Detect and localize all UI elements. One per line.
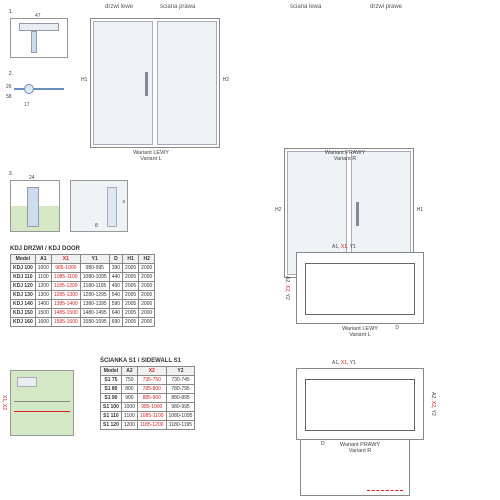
d4-arrow1: [14, 401, 70, 402]
detail3b: 8 s: [70, 180, 128, 232]
planL-wrap: A1, X1, Y1 D A2, X2, Y2 Wariant LEWY Var…: [296, 252, 424, 338]
planL-t2: Variant L: [296, 332, 424, 338]
detail3-num: 3.: [6, 170, 16, 180]
table-row: KDJ 12012001185-12001180-119549020052000: [11, 282, 155, 291]
s1-table-wrap: ŚCIANKA S1 / SIDEWALL S1 ModelA2X2Y2S1 7…: [100, 358, 195, 430]
detail2: 17 26 58: [10, 80, 68, 120]
table-row: KDJ 11011001085-11001080-109544020052000: [11, 273, 155, 282]
detail3-profile: [27, 187, 39, 227]
col-A2: A2: [121, 367, 137, 376]
kdj-table-wrap: KDJ DRZWI / KDJ DOOR ModelA1X1Y1DH1H2KDJ…: [10, 246, 155, 327]
table-row: KDJ 15015001485-15001480-149564020052000: [11, 309, 155, 318]
col-D: D: [109, 255, 122, 264]
label-wall-left: ściana lewa: [290, 4, 321, 10]
cabinR-caption: Wariant PRAWY Variant R: [280, 150, 410, 162]
detail1-profile: [19, 23, 59, 31]
planR-t2: Variant R: [296, 448, 424, 454]
planL-a2: A2, X2, Y2: [284, 276, 290, 300]
col-H1: H1: [123, 255, 139, 264]
cabinR-handle: [356, 202, 359, 226]
table-row: S1 80800785-800780-795: [101, 385, 195, 394]
planR-a2: A2, X2, Y2: [430, 392, 436, 416]
d4-x1x2: X1, X2: [1, 395, 7, 410]
cabinR-t2: Variant R: [280, 156, 410, 162]
table-row: KDJ 16016001585-16001580-159569020052000: [11, 318, 155, 327]
table-row: S1 75750735-750730-745: [101, 376, 195, 385]
label-door-right: drzwi prawe: [370, 4, 402, 10]
planR-a1: A1, X1, Y1: [332, 360, 356, 366]
detail1-dim: 47: [35, 13, 41, 19]
kdj-title: KDJ DRZWI / KDJ DOOR: [10, 246, 155, 252]
planL-inner: [305, 263, 415, 315]
table-row: KDJ 1001000985-1000980-99539020052000: [11, 264, 155, 273]
col-X1: X1: [51, 255, 80, 264]
table-row: S1 12012001185-12001180-1195: [101, 421, 195, 430]
cabin-left: H1 H2: [90, 18, 220, 148]
col-Model: Model: [101, 367, 122, 376]
cabinL-caption: Wariant LEWY Variant L: [86, 150, 216, 162]
detail2-bar: [14, 88, 64, 90]
kdj-table: ModelA1X1Y1DH1H2KDJ 1001000985-1000980-9…: [10, 254, 155, 327]
detail2-num: 2.: [6, 70, 16, 80]
table-row: S1 90900885-900880-895: [101, 394, 195, 403]
detail3b-prof: [107, 187, 117, 227]
planL-d: D: [395, 325, 399, 331]
table-row: S1 11011001085-11001080-1095: [101, 412, 195, 421]
table-row: KDJ 13013001285-13001280-129554020052000: [11, 291, 155, 300]
top-labels: drzwi lewe ściana prawa ściana lewa drzw…: [0, 4, 500, 16]
detail2-dim1: 17: [24, 102, 30, 108]
tech-drawing-page: drzwi lewe ściana prawa ściana lewa drzw…: [0, 0, 500, 500]
planL-a1: A1, X1, Y1: [332, 244, 356, 250]
s1-table: ModelA2X2Y2S1 75750735-750730-745S1 8080…: [100, 366, 195, 430]
col-Y1: Y1: [80, 255, 109, 264]
s1-title: ŚCIANKA S1 / SIDEWALL S1: [100, 358, 195, 364]
plan-arrow: [367, 490, 403, 491]
planR-wrap: A1, X1, Y1 D A2, X2, Y2 Wariant PRAWY Va…: [296, 368, 424, 454]
detail1: 47: [10, 18, 68, 58]
table-row: S1 1001000985-1000980-995: [101, 403, 195, 412]
label-door-left: drzwi lewe: [105, 4, 133, 10]
col-Y2: Y2: [166, 367, 195, 376]
cabinL-h2: H2: [223, 77, 229, 83]
cabinL-h1: H1: [81, 77, 87, 83]
cabinR-h1: H1: [417, 207, 423, 213]
planR-inner: [305, 379, 415, 431]
detail4: A1, A2 X1, X2: [10, 370, 74, 436]
cabinL-t2: Variant L: [86, 156, 216, 162]
cabinL-wall: [157, 21, 217, 145]
detail2-dim2: 26: [6, 84, 12, 90]
detail4-prof: [17, 377, 37, 387]
detail3: 24: [10, 180, 60, 232]
detail3b-dim1: 8: [95, 223, 98, 229]
cabinL-door: [93, 21, 153, 145]
detail1-num: 1.: [6, 8, 16, 18]
cabinL-handle: [145, 72, 148, 96]
detail3b-dim2: s: [123, 199, 126, 205]
label-wall-right: ściana prawa: [160, 4, 195, 10]
detail2-dim3: 58: [6, 94, 12, 100]
detail3-dim: 24: [29, 175, 35, 181]
planL: D: [296, 252, 424, 324]
planL-cap: Wariant LEWY Variant L: [296, 326, 424, 338]
col-H2: H2: [139, 255, 155, 264]
detail1-glass: [31, 31, 37, 53]
planR-cap: Wariant PRAWY Variant R: [296, 442, 424, 454]
d4-arrow2: [14, 411, 70, 412]
col-A1: A1: [35, 255, 51, 264]
planR: D: [296, 368, 424, 440]
detail2-knob: [24, 84, 34, 94]
table-row: KDJ 14014001385-14001380-139559020052000: [11, 300, 155, 309]
col-Model: Model: [11, 255, 36, 264]
cabinR-h2: H2: [275, 207, 281, 213]
col-X2: X2: [137, 367, 166, 376]
planR-d: D: [321, 441, 325, 447]
